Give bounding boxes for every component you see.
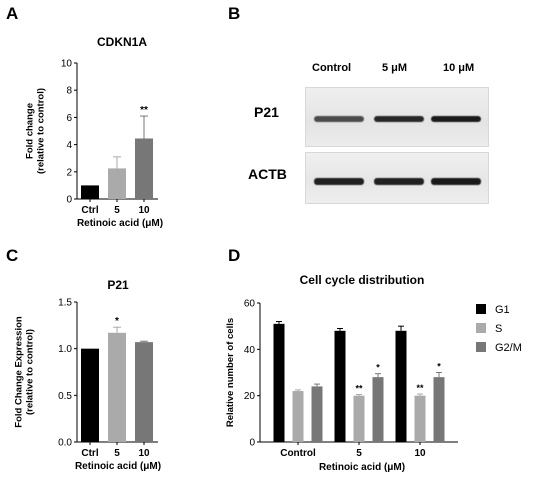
blot-band-actb-5um [374,178,424,185]
chart-c-bar-5 [108,332,126,442]
blot-band-actb-10um [431,178,481,185]
blot-membrane-actb [305,152,489,204]
chart-d-y-tick-label: 60 [244,299,256,310]
chart-d-bar-s-5 [353,395,365,442]
chart-d-y-tick-label: 20 [244,391,256,402]
chart-a-bar-10 [135,138,153,199]
chart-a-y-tick-label: 10 [61,59,73,70]
chart-d-y-tick-label: 0 [249,438,255,449]
chart-d-y-label: Relative number of cells [225,318,236,427]
chart-d-legend-swatch-g2m [476,342,486,352]
chart-a-title: CDKN1A [97,35,147,49]
chart-a-y-tick-label: 4 [66,140,72,151]
chart-d-bar-g1-control [273,323,285,442]
chart-a-bar-5 [108,168,126,199]
chart-c-x-label: Retinoic acid (μM) [75,461,161,472]
chart-a-y-label: Fold change(relative to control) [25,88,47,174]
chart-d-legend-swatch-s [476,323,486,333]
chart-a-x-tick-label: Ctrl [81,205,98,216]
chart-a-cdkn1a: CDKN1A 0 2 4 6 8 10 Fold change(relative to con… [25,35,164,229]
chart-d-x-label: Retinoic acid (μM) [319,462,405,473]
chart-d-legend-label-g1: G1 [495,304,510,316]
chart-c-bar-10 [135,342,153,442]
chart-d-title: Cell cycle distribution [300,273,425,287]
chart-c-y-tick-label: 0.5 [58,391,72,402]
blot-row-label-actb: ACTB [248,166,287,182]
chart-d-legend-swatch-g1 [476,304,486,314]
chart-d-significance: ** [355,384,363,394]
chart-d-bar-g1-10 [395,330,407,442]
panel-letter-d: D [228,246,241,265]
chart-d-x-tick-label: Control [280,448,316,459]
chart-d-legend-label-g2m: G2/M [495,342,522,354]
chart-d-bar-g1-5 [334,330,346,442]
chart-a-y-tick-label: 0 [66,195,72,206]
chart-d-bar-g2m-5 [372,377,384,442]
chart-d-legend-label-s: S [495,323,502,335]
blot-membrane-p21 [305,87,489,147]
chart-d-y-tick-label: 40 [244,345,256,356]
blot-band-p21-10um [431,116,481,122]
panel-letter-a: A [6,4,19,23]
chart-d-significance: * [437,362,441,372]
chart-c-p21: P21 0.0 0.5 1.0 1.5 Fold Change Expression(re… [14,278,162,472]
chart-d-bar-s-control [292,391,304,442]
chart-a-bar-ctrl [81,185,99,199]
chart-a-y-tick-label: 2 [66,167,72,178]
chart-a-y-tick-label: 6 [66,113,72,124]
lane-label-5um: 5 μM [382,62,408,74]
chart-c-x-tick-label: Ctrl [81,448,98,459]
chart-d-significance: * [376,363,380,373]
chart-c-y-tick-label: 1.5 [58,298,72,309]
blot-row-label-p21: P21 [254,104,279,120]
chart-c-title: P21 [107,278,129,292]
chart-d-x-tick-label: 5 [356,448,362,459]
chart-d-cell-cycle: Cell cycle distribution 0 20 40 60 Relative n… [225,273,522,473]
panel-letter-c: C [6,246,19,265]
chart-a-x-tick-label: 10 [138,205,150,216]
chart-d-bar-g2m-control [311,386,323,442]
chart-c-y-tick-label: 1.0 [58,344,72,355]
chart-d-bar-s-10 [414,395,426,442]
chart-c-y-tick-label: 0.0 [58,438,72,449]
western-blot: Control 5 μM 10 μM P21 ACTB [230,0,550,240]
lane-label-control: Control [312,62,352,74]
blot-band-actb-control [314,178,364,185]
chart-a-x-label: Retinoic acid (μM) [77,218,163,229]
blot-band-p21-control [314,116,364,122]
chart-d-significance: ** [416,383,424,393]
chart-d-bar-g2m-10 [433,377,445,442]
lane-label-10um: 10 μM [443,62,475,74]
chart-c-bar-ctrl [81,348,99,442]
chart-a-significance: ** [140,105,148,116]
chart-a-x-tick-label: 5 [114,205,120,216]
panel-letter-b: B [228,4,241,23]
blot-band-p21-5um [374,116,424,122]
chart-d-x-tick-label: 10 [414,448,426,459]
chart-c-significance: * [115,316,119,327]
chart-c-x-tick-label: 5 [114,448,120,459]
chart-c-x-tick-label: 10 [138,448,150,459]
chart-c-y-label: Fold Change Expression(relative to contr… [14,316,36,428]
chart-a-y-tick-label: 8 [66,86,72,97]
